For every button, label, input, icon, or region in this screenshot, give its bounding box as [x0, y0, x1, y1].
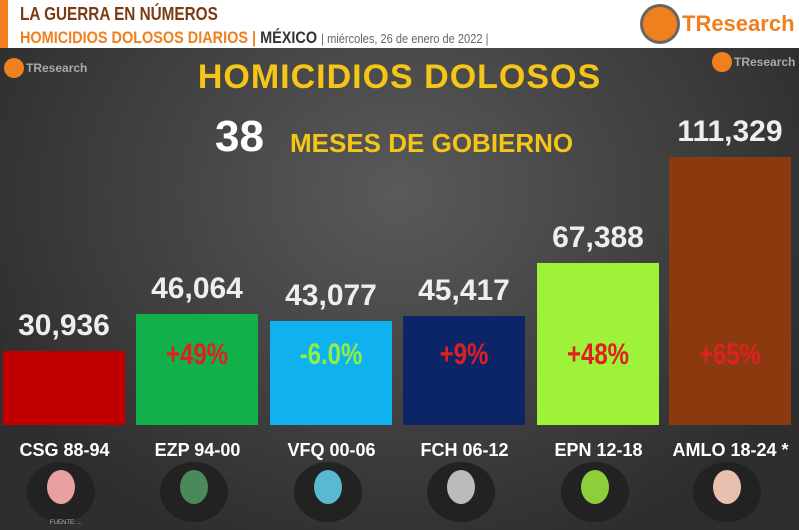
value-label: 45,417 — [418, 273, 510, 307]
header-subtitle: HOMICIDIOS DOLOSOS DIARIOS | MÉXICO | mi… — [20, 28, 489, 47]
bar — [537, 262, 659, 425]
accent-bar — [0, 0, 8, 48]
header-topic: HOMICIDIOS DOLOSOS DIARIOS — [20, 28, 249, 47]
chart-title: HOMICIDIOS DOLOSOS — [197, 58, 602, 96]
logo-text: TResearch — [734, 55, 796, 69]
header-country: MÉXICO — [260, 28, 318, 47]
months-number: 38 — [215, 112, 264, 161]
header-date: miércoles, 26 de enero de 2022 — [327, 31, 483, 46]
header-title: LA GUERRA EN NÚMEROS — [20, 4, 218, 24]
logo-icon — [712, 52, 732, 72]
change-label: +49% — [165, 338, 229, 371]
president-photo — [294, 462, 362, 522]
logo-icon — [4, 58, 24, 78]
category-label: FCH 06-12 — [420, 440, 509, 460]
watermark-logo-left: TResearch — [4, 58, 87, 78]
bar — [669, 157, 791, 425]
bar — [403, 315, 525, 425]
bar — [136, 314, 258, 425]
president-photo — [160, 462, 228, 522]
bar — [3, 350, 125, 425]
bar — [270, 321, 392, 425]
months-label: MESES DE GOBIERNO — [290, 128, 574, 158]
chart-area — [0, 48, 799, 530]
category-label: EZP 94-00 — [154, 440, 241, 460]
president-photo — [561, 462, 629, 522]
value-label: 111,329 — [677, 115, 783, 148]
source-note: FUENTE: ... — [50, 520, 83, 526]
value-label: 43,077 — [285, 279, 377, 313]
change-label: +48% — [566, 338, 630, 371]
logo-icon — [640, 4, 680, 44]
president-photo — [27, 462, 95, 522]
category-label: VFQ 00-06 — [287, 440, 376, 460]
watermark-logo-right: TResearch — [712, 52, 795, 72]
category-label: AMLO 18-24 * — [672, 440, 789, 460]
logo-text: TResearch — [682, 11, 795, 36]
president-photo — [693, 462, 761, 522]
change-label: +9% — [439, 338, 489, 371]
logo-text: TResearch — [26, 61, 88, 75]
value-label: 46,064 — [151, 272, 243, 306]
change-label: +65% — [698, 338, 762, 371]
value-label: 67,388 — [552, 220, 644, 254]
value-label: 30,936 — [18, 308, 110, 342]
president-photo — [427, 462, 495, 522]
change-label: -6.0% — [299, 338, 363, 371]
header: LA GUERRA EN NÚMEROS HOMICIDIOS DOLOSOS … — [0, 0, 799, 48]
category-label: EPN 12-18 — [554, 440, 643, 460]
category-label: CSG 88-94 — [19, 440, 110, 460]
tresearch-logo: TResearch — [640, 4, 795, 44]
